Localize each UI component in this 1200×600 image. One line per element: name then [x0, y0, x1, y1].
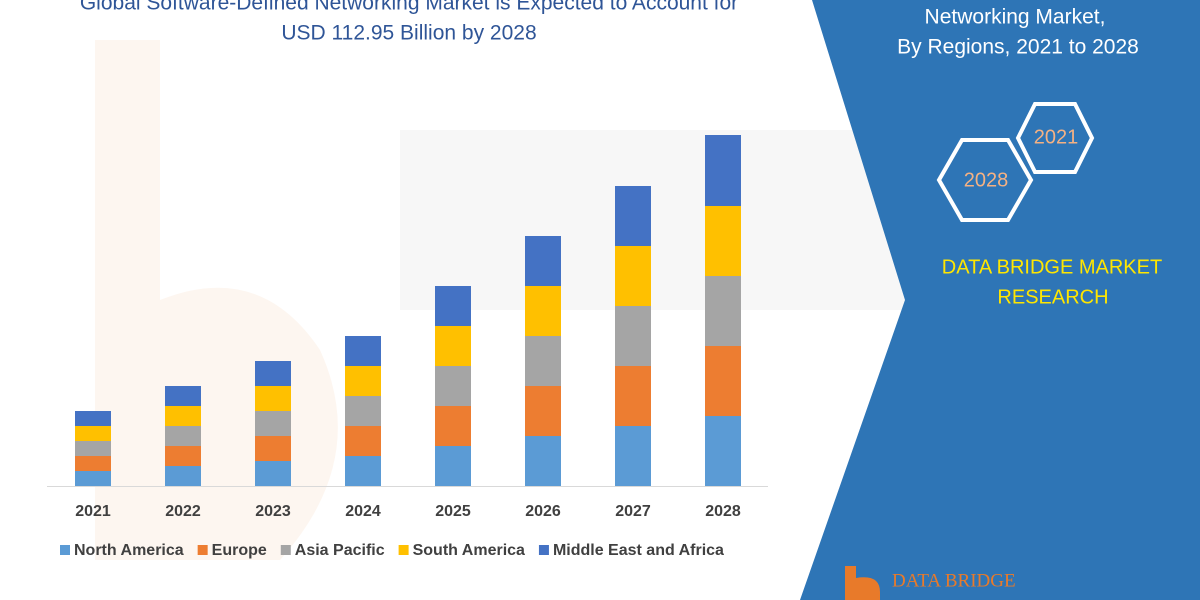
- bar-segment: [165, 406, 201, 426]
- bar-segment: [525, 236, 561, 286]
- panel-subtitle: By Regions, 2021 to 2028: [897, 36, 1139, 59]
- bar-segment: [255, 436, 291, 461]
- bar-segment: [75, 456, 111, 471]
- x-tick-label: 2023: [255, 503, 291, 520]
- legend-label: North America: [74, 542, 184, 559]
- hexagon-label: 2028: [964, 169, 1009, 191]
- brand: DATA BRIDGE MARKET: [942, 256, 1162, 278]
- legend-label: Asia Pacific: [295, 542, 385, 559]
- hexagon: [936, 138, 1034, 222]
- legend: North America Europe Asia Pacific South Ame…: [60, 542, 724, 559]
- bar-segment: [255, 411, 291, 436]
- panel-subtitle: Networking Market,: [925, 6, 1106, 29]
- legend-label: Middle East and Africa: [553, 542, 724, 559]
- bar-segment: [255, 461, 291, 486]
- bar-segment: [705, 206, 741, 276]
- logo-text: DATA BRIDGE: [892, 570, 1016, 591]
- bar-segment: [255, 361, 291, 386]
- bar-segment: [705, 276, 741, 346]
- bar-segment: [525, 386, 561, 436]
- logo-icon: [845, 566, 880, 600]
- bar-segment: [435, 406, 471, 446]
- bar-segment: [165, 446, 201, 466]
- bar-segment: [345, 426, 381, 456]
- bar-segment: [525, 436, 561, 486]
- bar-segment: [345, 396, 381, 426]
- legend-label: South America: [413, 542, 525, 559]
- bar-segment: [165, 466, 201, 486]
- x-tick-label: 2025: [435, 503, 471, 520]
- bar-segment: [705, 346, 741, 416]
- legend-swatch: [197, 545, 208, 555]
- hexagon-label: 2021: [1034, 126, 1079, 148]
- x-tick-label: 2024: [345, 503, 381, 520]
- bar-segment: [435, 366, 471, 406]
- x-tick-label: 2027: [615, 503, 651, 520]
- side-panel: [800, 0, 1200, 600]
- bar-segment: [165, 426, 201, 446]
- bar-segment: [615, 366, 651, 426]
- x-tick-label: 2022: [165, 503, 201, 520]
- legend-swatch: [280, 545, 291, 555]
- x-tick-label: 2021: [75, 503, 111, 520]
- bar-segment: [165, 386, 201, 406]
- bar-segment: [75, 426, 111, 441]
- bar-segment: [435, 326, 471, 366]
- bar-segment: [525, 286, 561, 336]
- hexagon: [1015, 102, 1095, 174]
- bar-segment: [615, 426, 651, 486]
- bar-segment: [345, 366, 381, 396]
- chart-title: Global Software-Defined Networking Marke…: [80, 0, 738, 15]
- bar-segment: [255, 386, 291, 411]
- legend-swatch: [538, 545, 549, 555]
- x-tick-label: 2028: [705, 503, 741, 520]
- brand: RESEARCH: [997, 286, 1108, 308]
- legend-label: Europe: [212, 542, 267, 559]
- bar-segment: [75, 441, 111, 456]
- legend-swatch: [60, 545, 70, 555]
- bar-segment: [705, 135, 741, 206]
- bar-segment: [435, 286, 471, 326]
- bar-segment: [75, 411, 111, 426]
- bar-segment: [705, 416, 741, 486]
- bar-segment: [75, 471, 111, 486]
- bar-segment: [525, 336, 561, 386]
- legend-swatch: [398, 545, 409, 555]
- bar-segment: [345, 336, 381, 366]
- bar-segment: [345, 456, 381, 486]
- bar-segment: [435, 446, 471, 486]
- bar-segment: [615, 246, 651, 306]
- chart-title: USD 112.95 Billion by 2028: [281, 22, 536, 45]
- x-tick-label: 2026: [525, 503, 561, 520]
- bar-segment: [615, 186, 651, 246]
- bar-segment: [615, 306, 651, 366]
- plot: 2021 2022 2023 2024 2025 2026 2027 2028: [75, 135, 741, 520]
